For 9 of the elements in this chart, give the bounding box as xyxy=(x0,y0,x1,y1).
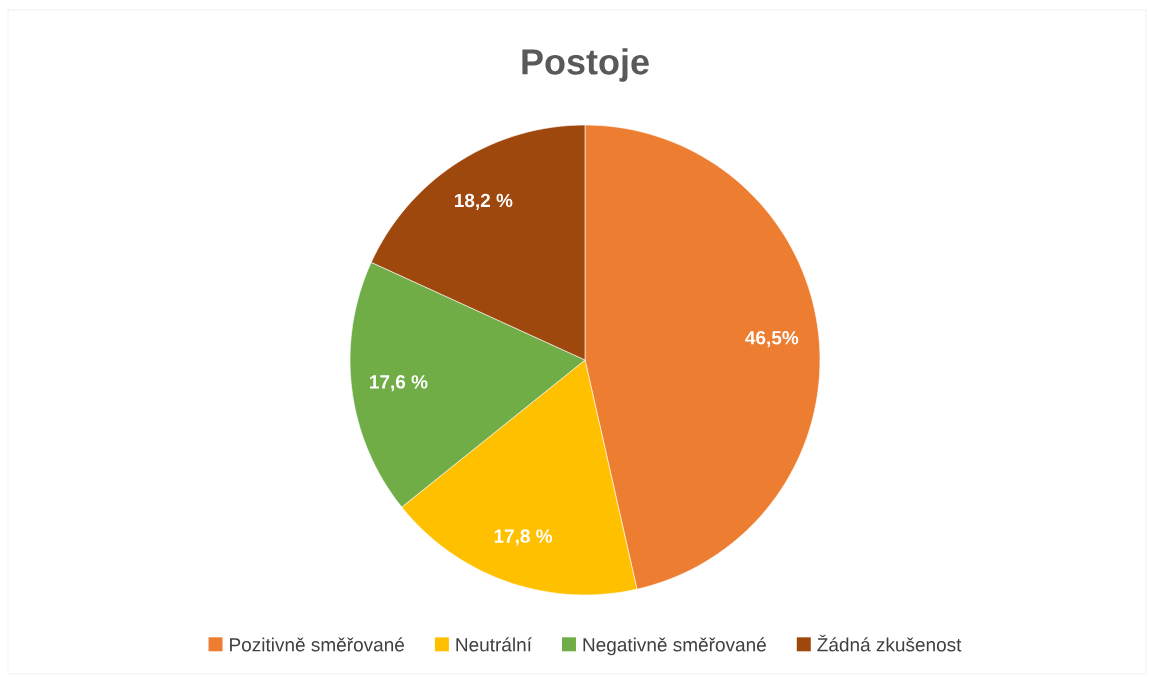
legend-label: Neutrální xyxy=(456,637,532,652)
data-label: 46,5% xyxy=(745,330,799,348)
data-label: 18,2 % xyxy=(454,193,513,210)
chart-title: Postoje xyxy=(522,48,649,82)
data-label: 17,8 % xyxy=(494,529,553,546)
legend-label: Pozitivně směřované xyxy=(230,637,404,652)
legend-label: Negativně směřované xyxy=(583,637,766,656)
data-label: 17,6 % xyxy=(370,375,428,392)
legend-label: Žádná zkušenost xyxy=(817,634,962,652)
